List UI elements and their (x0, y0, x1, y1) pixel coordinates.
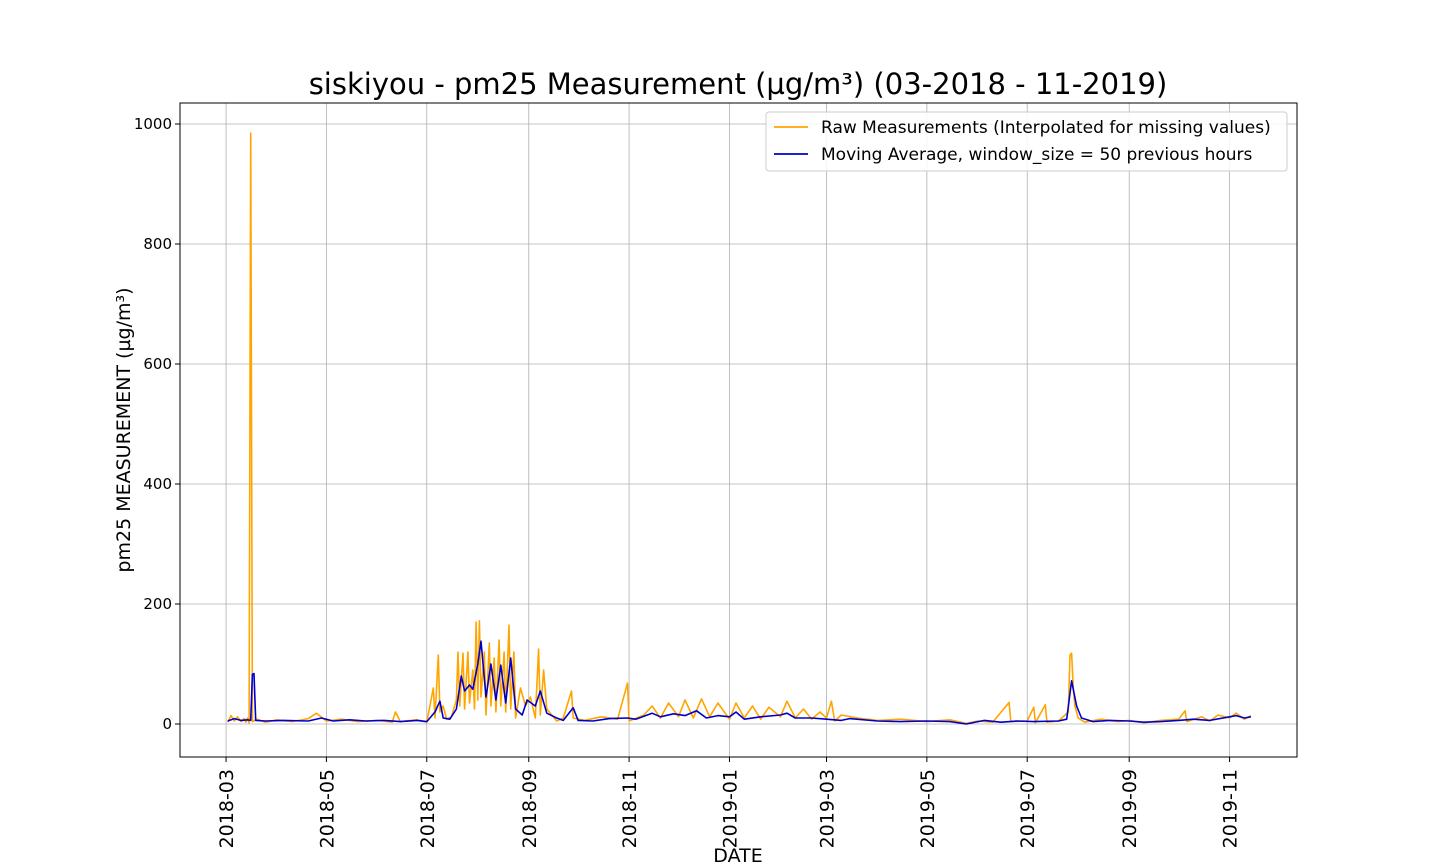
moving-average-line (227, 640, 1252, 725)
x-tick-label: 2019-01 (719, 769, 741, 848)
series-layer (226, 132, 1252, 725)
y-axis-label: pm25 MEASUREMENT (µg/m³) (113, 287, 135, 572)
y-tick-label: 1000 (134, 115, 172, 133)
y-tick-label: 600 (143, 355, 172, 373)
legend-label: Raw Measurements (Interpolated for missi… (821, 118, 1271, 138)
plot-frame (179, 102, 1298, 758)
x-tick-label: 2018-09 (519, 769, 541, 848)
x-tick-label: 2018-07 (417, 769, 439, 848)
y-tick-label: 400 (143, 475, 172, 493)
x-tick-label: 2019-09 (1119, 769, 1141, 848)
y-tick-label: 200 (143, 595, 172, 613)
x-tick-label: 2019-07 (1017, 769, 1039, 848)
x-tick-label: 2018-05 (316, 769, 338, 848)
chart-title: siskiyou - pm25 Measurement (µg/m³) (03-… (309, 67, 1168, 101)
legend-box (765, 111, 1288, 172)
axis-ticks: 0 200 400 600 800 1000 2018-03 2018-05 2018-07 20… (134, 115, 1242, 848)
y-tick-label: 0 (162, 715, 172, 733)
legend: Raw Measurements (Interpolated for missi… (765, 111, 1288, 172)
y-tick-label: 800 (143, 235, 172, 253)
x-tick-label: 2018-11 (619, 769, 641, 848)
x-tick-label: 2019-03 (817, 769, 839, 848)
x-tick-label: 2019-05 (917, 769, 939, 848)
legend-label: Moving Average, window_size = 50 previou… (821, 145, 1253, 165)
x-tick-label: 2018-03 (216, 769, 238, 848)
x-tick-label: 2019-11 (1220, 769, 1242, 848)
x-axis-label: DATE (713, 845, 762, 864)
grid-lines (180, 103, 1297, 757)
